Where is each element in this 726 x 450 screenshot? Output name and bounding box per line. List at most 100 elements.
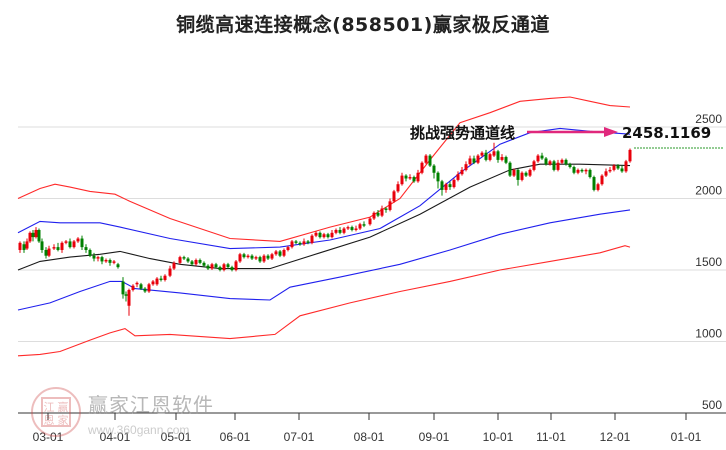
channel-line-inner_upper [17,127,631,250]
candle [127,288,131,316]
candle [262,254,266,263]
candle [266,254,270,260]
y-tick-label: 2000 [695,184,722,198]
candle [234,259,238,272]
candle [194,258,198,266]
candle [588,168,592,179]
candle [182,255,186,260]
candle [31,229,35,242]
candle [508,161,512,178]
candle [52,244,56,250]
candle [37,228,41,243]
candle [302,238,306,246]
candle [346,225,350,230]
candle [210,262,214,270]
candle [322,232,326,239]
candle [400,172,404,186]
candle [143,287,147,293]
candle [147,282,151,293]
candle [612,164,616,172]
candle [186,257,190,263]
candle [600,174,604,186]
candle [464,161,468,172]
candle [624,159,628,173]
candle [568,162,572,169]
candle [18,241,22,253]
y-tick-label: 1000 [695,327,722,341]
candle [560,158,564,165]
candle [278,249,282,258]
candle [338,227,342,235]
candle [44,247,48,259]
candle [516,168,520,186]
candle [540,152,544,160]
x-tick-label: 10-01 [483,430,514,444]
candle [310,234,314,245]
candle [388,198,392,212]
candle [88,248,92,258]
candle [552,159,556,172]
candle [334,228,338,235]
candle [92,252,96,262]
candle [28,231,32,243]
candle [131,284,135,292]
candle [404,174,408,182]
candle [580,168,584,173]
x-tick-label: 07-01 [284,430,315,444]
candle [274,249,278,256]
candle [178,255,182,265]
candle [254,255,258,260]
channel-line-outer_upper [17,96,631,242]
candle [100,255,104,265]
y-tick-label: 500 [702,398,722,412]
candle [354,225,358,232]
candle [202,261,206,268]
annotation-value: 2458.1169 [622,124,711,142]
candle [206,264,210,270]
candle [172,261,176,270]
candle [155,277,159,286]
candle [151,280,155,286]
candle [290,239,294,249]
x-tick-label: 06-01 [220,430,251,444]
candle [444,182,448,193]
candle [258,255,262,263]
candle [428,154,432,168]
candle [424,154,428,165]
y-tick-label: 1500 [695,255,722,269]
candle [544,157,548,166]
candle [76,237,80,243]
candle [298,241,302,246]
candle [104,258,108,263]
candle [492,142,496,158]
x-tick-label: 01-01 [671,430,702,444]
candle [60,241,64,253]
candle [384,207,388,213]
candle [396,181,400,193]
candle [528,168,532,178]
seal-char: 赢 [58,400,69,414]
candle [25,238,29,250]
candle [218,265,222,272]
annotation: 挑战强势通道线 2458.1169 [410,124,724,149]
candle [476,154,480,165]
candle [584,168,588,175]
candle [306,239,310,245]
candle [468,155,472,166]
candle [592,175,596,192]
candle [318,231,322,239]
x-tick-label: 08-01 [354,430,385,444]
candle [392,189,396,203]
candle [556,159,560,172]
candle [222,262,226,272]
candle [484,149,488,162]
candle [135,281,139,288]
candle [168,265,172,278]
candle [362,221,366,228]
channel-lines [17,96,631,357]
candle [139,282,143,291]
candle [159,275,163,282]
candle [56,242,60,252]
y-tick-label: 2500 [695,112,722,126]
